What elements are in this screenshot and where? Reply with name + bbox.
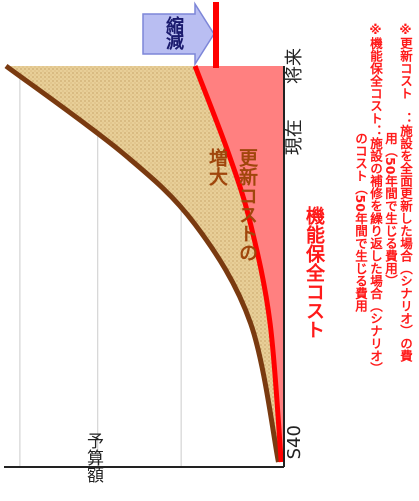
x-tick-label: 現在 — [284, 119, 305, 155]
renewal-cost-line — [4, 63, 281, 463]
x-tick-label: S40 — [284, 425, 305, 459]
x-axis-ticks: S40 現在 将来 — [284, 48, 305, 459]
notes: ※更新コスト ：施設を全面更新した場合（シナリオ）の費 用（50年間で生じる費用… — [353, 22, 413, 492]
cost-gap-area — [6, 66, 282, 462]
y-axis-label: 予算額 — [83, 432, 103, 483]
note-line-1: ※更新コスト ：施設を全面更新した場合（シナリオ）の費 — [398, 22, 413, 362]
reduction-arrow — [142, 1, 219, 68]
note-line-4: のコスト（50年間で生じる費用 — [353, 132, 368, 312]
note-line-3: ※機能保全コスト：施設の補修を繰り返した場合（シナリオ） — [368, 22, 383, 375]
note-line-2: 用（50年間で生じる費用） — [383, 132, 398, 287]
cost-gap-label: 更新コストの増大 — [206, 148, 258, 262]
maintenance-cost-label: 機能保全コスト — [303, 206, 325, 339]
maintenance-cost-line — [192, 65, 284, 463]
reduction-label: 縮減 — [163, 16, 184, 48]
maintenance-cost-area — [195, 66, 284, 462]
x-tick-label: 将来 — [284, 48, 305, 84]
